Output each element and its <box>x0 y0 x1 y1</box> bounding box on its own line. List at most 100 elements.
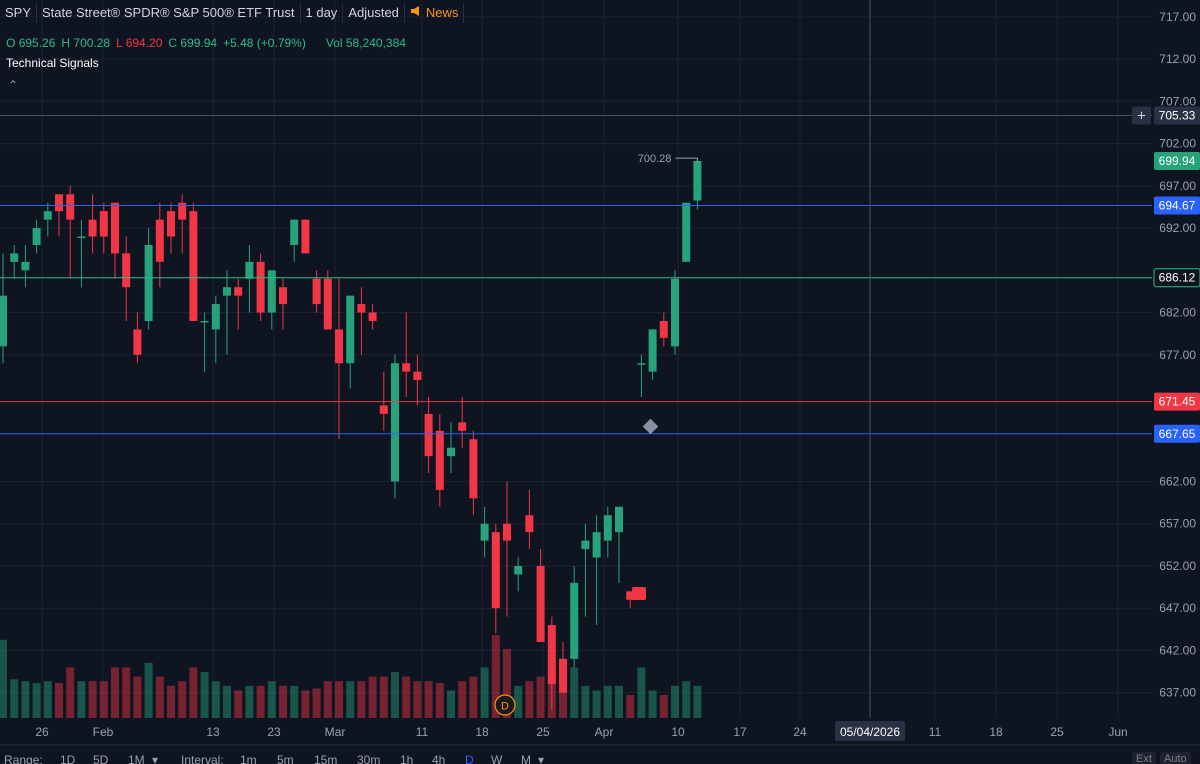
volume-bar <box>413 681 422 718</box>
range-label: Range: <box>4 753 43 764</box>
volume-value: 58,240,384 <box>345 36 406 50</box>
volume-bar <box>301 690 310 718</box>
interval-1m[interactable]: 1m <box>240 753 257 764</box>
candle-body <box>570 582 579 659</box>
range-1d[interactable]: 1D <box>60 753 76 764</box>
interval-4h[interactable]: 4h <box>432 753 446 764</box>
x-tick-label: Apr <box>595 725 614 739</box>
high-value: 700.28 <box>73 36 111 50</box>
candle-body <box>312 278 321 305</box>
candle-body <box>279 287 287 305</box>
y-tick-label: 677.00 <box>1159 348 1196 362</box>
volume-bar <box>570 667 579 718</box>
ext-button[interactable]: Ext <box>1132 752 1156 764</box>
volume-bar <box>256 685 265 718</box>
y-tick-label: 637.00 <box>1159 686 1196 700</box>
price-level-box <box>1154 106 1200 125</box>
volume-bar <box>671 685 679 718</box>
candle-body <box>547 625 556 685</box>
interval-5m[interactable]: 5m <box>277 753 294 764</box>
bottom-toolbar: Range: 1D 5D 1M ▾ Interval: 1m 5m 15m 30… <box>0 748 1200 764</box>
volume-bar <box>77 681 86 718</box>
collapse-caret-icon[interactable]: ⌃ <box>8 78 19 92</box>
volume-bar <box>592 690 601 718</box>
y-tick-label: 692.00 <box>1159 221 1196 235</box>
interval-w[interactable]: W <box>491 753 503 764</box>
y-tick-label: 662.00 <box>1159 474 1196 488</box>
volume-bar <box>133 676 142 718</box>
symbol-ticker[interactable]: SPY <box>0 3 38 23</box>
candle-body <box>592 532 601 558</box>
volume-bar <box>357 681 366 718</box>
candle-body <box>223 287 231 296</box>
candle-body <box>0 295 7 347</box>
x-tick-label: Feb <box>93 725 114 739</box>
symbol-name[interactable]: State Street® SPDR® S&P 500® ETF Trust <box>37 3 301 23</box>
candle-body <box>122 253 131 288</box>
volume-bar <box>469 676 478 718</box>
interval-15m[interactable]: 15m <box>314 753 338 764</box>
chevron-down-icon[interactable]: ▾ <box>538 753 545 764</box>
interval-30m[interactable]: 30m <box>357 753 381 764</box>
price-level-box <box>1154 392 1200 411</box>
add-alert-button <box>1132 106 1151 125</box>
interval-1h[interactable]: 1h <box>400 753 414 764</box>
volume-bar <box>559 685 567 718</box>
interval-label: Interval: <box>181 753 224 764</box>
x-tick-label: 23 <box>267 725 281 739</box>
candle-body <box>178 202 187 220</box>
volume-bar <box>122 667 131 718</box>
auto-button[interactable]: Auto <box>1160 752 1191 764</box>
y-tick-label: 657.00 <box>1159 517 1196 531</box>
volume-bar <box>659 695 668 718</box>
x-tick-label: Mar <box>325 725 346 739</box>
volume-bar <box>99 681 108 718</box>
chevron-down-icon[interactable]: ▾ <box>152 753 159 764</box>
volume-bar <box>637 667 646 718</box>
indicator-label[interactable]: Technical Signals <box>6 56 99 70</box>
candle-body <box>424 413 433 457</box>
volume-bar <box>503 649 511 718</box>
price-level-label: 694.67 <box>1159 199 1196 213</box>
interval-button[interactable]: 1 day <box>301 3 344 23</box>
candle-body <box>648 329 657 372</box>
price-level-label: 671.45 <box>1159 395 1196 409</box>
price-level-box <box>1153 268 1200 288</box>
volume-bar <box>402 676 411 718</box>
interval-m[interactable]: M <box>521 753 531 764</box>
volume-bar <box>234 690 243 718</box>
volume-bar <box>10 679 19 718</box>
volume-bar <box>189 667 198 718</box>
price-level-label: 699.94 <box>1159 154 1196 168</box>
candle-body <box>43 211 52 220</box>
x-tick-label: 10 <box>671 725 685 739</box>
range-5d[interactable]: 5D <box>93 753 109 764</box>
volume-bar <box>368 676 377 718</box>
x-tick-label: 11 <box>929 725 942 739</box>
range-1m[interactable]: 1M <box>128 753 145 764</box>
open-label: O <box>6 36 16 50</box>
volume-bar <box>615 685 623 718</box>
adjustment-button[interactable]: Adjusted <box>343 3 405 23</box>
candle-body <box>301 219 310 254</box>
interval-d[interactable]: D <box>465 753 474 764</box>
candle-body <box>637 363 646 365</box>
candle-body <box>155 219 164 262</box>
signal-square-marker <box>632 587 646 600</box>
volume-bar <box>335 681 343 718</box>
ohlc-legend: O 695.26 H 700.28 L 694.20 C 699.94 +5.4… <box>6 36 406 50</box>
close-label: C <box>168 36 178 50</box>
volume-bar <box>55 683 63 718</box>
candle-body <box>200 320 209 323</box>
candle-body <box>368 312 377 321</box>
news-button[interactable]: News <box>405 3 465 23</box>
volume-bar <box>32 683 41 718</box>
volume-bar <box>267 681 276 718</box>
volume-series <box>0 635 702 718</box>
volume-bar <box>312 688 321 718</box>
volume-bar <box>167 685 175 718</box>
candle-body <box>167 211 175 237</box>
volume-bar <box>43 681 52 718</box>
